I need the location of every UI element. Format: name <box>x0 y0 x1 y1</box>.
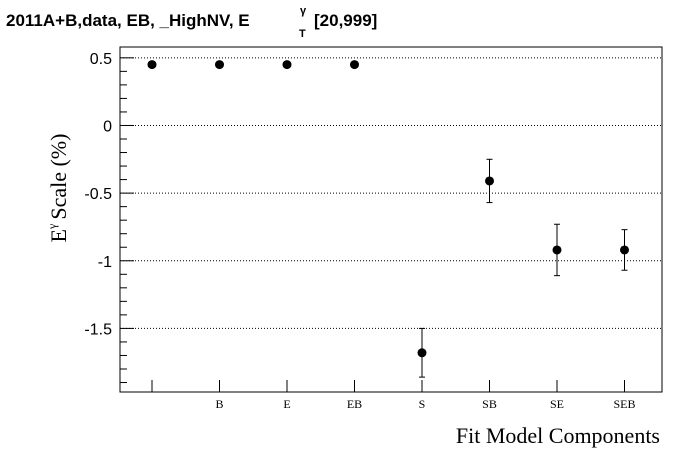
y-axis: 0.5 0 -0.5 -1 -1.5 <box>84 51 134 384</box>
plot-frame <box>119 46 663 393</box>
y-tick-label: -1.5 <box>84 321 112 338</box>
data-point <box>147 60 157 70</box>
x-tick-label: B <box>215 397 223 411</box>
y-axis-title-prefix: E <box>46 229 71 242</box>
x-tick-label: S <box>419 397 426 411</box>
x-tick-label: SEB <box>613 397 635 411</box>
data-points <box>147 60 629 378</box>
y-tick-label: 0 <box>103 118 112 135</box>
x-axis: B E EB S SB SE SEB <box>151 380 636 411</box>
y-tick-label: -0.5 <box>84 186 112 203</box>
chart-title-subscript: T <box>299 28 306 40</box>
chart-title: 2011A+B,data, EB, _HighNV, E <box>6 11 250 30</box>
y-tick-label: -1 <box>98 254 112 271</box>
x-tick-label: E <box>283 397 290 411</box>
y-axis-title-text: Eγ Scale (%) <box>45 134 71 243</box>
y-tick-label: 0.5 <box>90 51 112 68</box>
y-axis-title-superscript: γ <box>45 223 59 230</box>
chart-title-superscript: γ <box>300 5 307 17</box>
x-tick-label: SB <box>482 397 497 411</box>
y-axis-title: Eγ Scale (%) <box>45 134 71 243</box>
data-point <box>552 245 562 255</box>
data-point <box>282 60 292 70</box>
chart-title-prefix: 2011A+B,data, EB, _HighNV, E <box>6 11 250 30</box>
data-point <box>350 60 359 70</box>
x-tick-label: EB <box>347 397 362 411</box>
grid-layer <box>120 57 662 329</box>
x-axis-title: Fit Model Components <box>456 423 660 448</box>
data-point <box>215 60 224 70</box>
data-point <box>620 245 629 255</box>
data-point <box>417 348 427 358</box>
data-point <box>485 176 494 186</box>
x-tick-label: SE <box>550 397 564 411</box>
y-axis-title-suffix: Scale (%) <box>46 134 71 220</box>
chart-title-suffix: [20,999] <box>314 11 377 30</box>
